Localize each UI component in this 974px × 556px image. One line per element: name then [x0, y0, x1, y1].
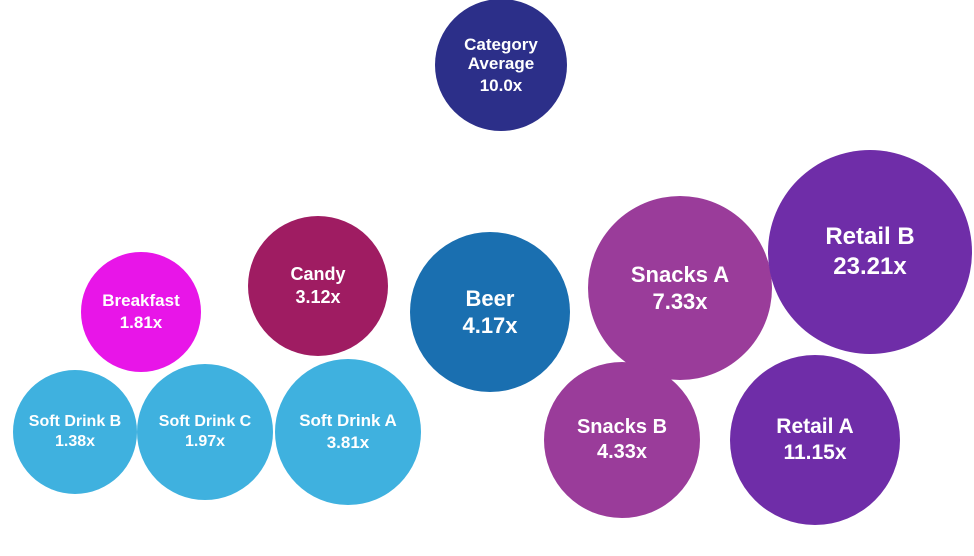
bubble-label: Soft Drink B: [29, 413, 121, 431]
bubble-label: Retail A: [776, 415, 853, 439]
bubble-label: Snacks A: [631, 262, 729, 287]
bubble-label: Snacks B: [577, 416, 667, 439]
bubble-value: 1.97x: [185, 433, 225, 451]
bubble-soft-drink-b: Soft Drink B 1.38x: [13, 370, 137, 494]
bubble-beer: Beer4.17x: [410, 232, 570, 392]
bubble-breakfast: Breakfast1.81x: [81, 252, 201, 372]
bubble-label: Breakfast: [102, 291, 180, 311]
bubble-value: 1.81x: [120, 313, 163, 333]
bubble-value: 4.17x: [462, 313, 517, 338]
bubble-chart: Category Average10.0x Breakfast1.81x Candy…: [0, 0, 974, 556]
bubble-value: 1.38x: [55, 433, 95, 451]
bubble-soft-drink-a: Soft Drink A3.81x: [275, 359, 421, 505]
bubble-value: 4.33x: [597, 441, 647, 464]
bubble-value: 11.15x: [783, 441, 846, 465]
bubble-retail-b: Retail B23.21x: [768, 150, 972, 354]
bubble-candy: Candy3.12x: [248, 216, 388, 356]
bubble-soft-drink-c: Soft Drink C 1.97x: [137, 364, 273, 500]
bubble-label: Beer: [466, 286, 515, 311]
bubble-label: Candy: [290, 264, 345, 285]
bubble-value: 3.12x: [295, 287, 340, 308]
bubble-snacks-b: Snacks B4.33x: [544, 362, 700, 518]
bubble-snacks-a: Snacks A7.33x: [588, 196, 772, 380]
bubble-label: Category Average: [464, 35, 538, 74]
bubble-label: Retail B: [825, 223, 914, 251]
bubble-value: 7.33x: [652, 289, 707, 314]
bubble-retail-a: Retail A11.15x: [730, 355, 900, 525]
bubble-category-average: Category Average10.0x: [435, 0, 567, 131]
bubble-value: 10.0x: [480, 76, 523, 96]
bubble-value: 3.81x: [327, 433, 370, 453]
bubble-value: 23.21x: [833, 253, 906, 281]
bubble-label: Soft Drink A: [299, 411, 397, 431]
bubble-label: Soft Drink C: [159, 413, 251, 431]
